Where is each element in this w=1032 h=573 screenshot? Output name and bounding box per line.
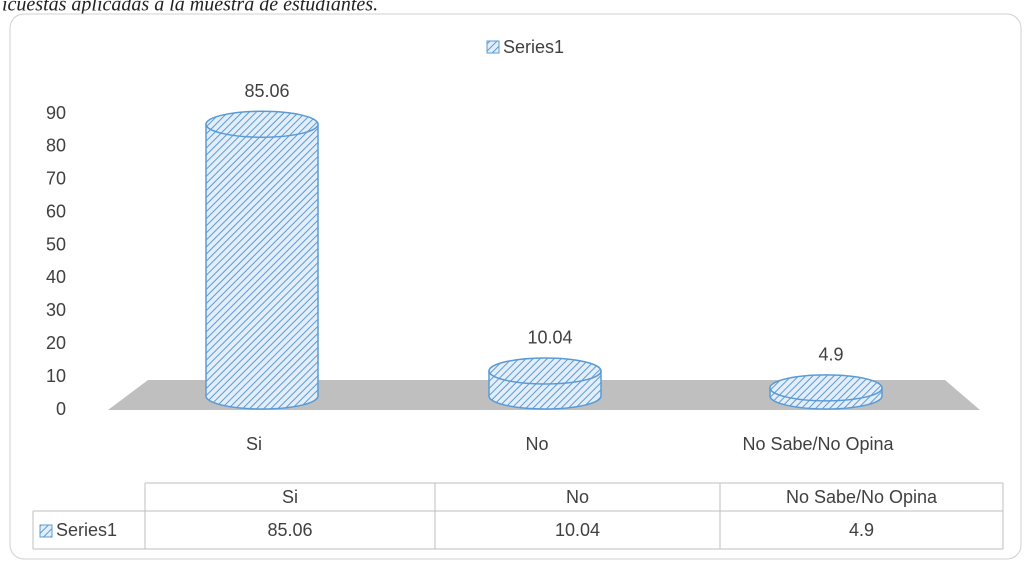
cylinder-top (205, 110, 319, 138)
y-tick-label: 40 (46, 267, 66, 287)
y-tick-label: 0 (56, 399, 66, 419)
legend-label: Series1 (503, 37, 564, 57)
data-table (32, 482, 1004, 550)
data-label: 4.9 (818, 345, 843, 365)
y-tick-label: 10 (46, 366, 66, 386)
x-tick-label: No (525, 434, 548, 454)
y-tick-label: 70 (46, 169, 66, 189)
y-tick-label: 20 (46, 333, 66, 353)
table-header: No (566, 487, 589, 507)
x-tick-label: Si (246, 434, 262, 454)
table-header: Si (282, 487, 298, 507)
caption: icuestas aplicadas a la muestra de estud… (2, 0, 378, 16)
data-label: 85.06 (244, 81, 289, 101)
y-tick-label: 50 (46, 234, 66, 254)
cylinder-body (205, 123, 319, 410)
table-header: No Sabe/No Opina (786, 487, 938, 507)
legend-swatch (486, 40, 500, 54)
cylinder-top (769, 374, 883, 402)
chart-border (9, 13, 1022, 560)
table-series-name: Series1 (56, 520, 117, 540)
table-value: 4.9 (849, 520, 874, 540)
table-legend-swatch (39, 524, 53, 538)
cylinder-top (488, 357, 602, 385)
y-tick-label: 90 (46, 103, 66, 123)
table-value: 85.06 (267, 520, 312, 540)
data-label: 10.04 (527, 328, 572, 348)
y-tick-label: 30 (46, 300, 66, 320)
table-value: 10.04 (555, 520, 600, 540)
y-tick-label: 80 (46, 136, 66, 156)
x-tick-label: No Sabe/No Opina (742, 434, 894, 454)
y-tick-label: 60 (46, 201, 66, 221)
